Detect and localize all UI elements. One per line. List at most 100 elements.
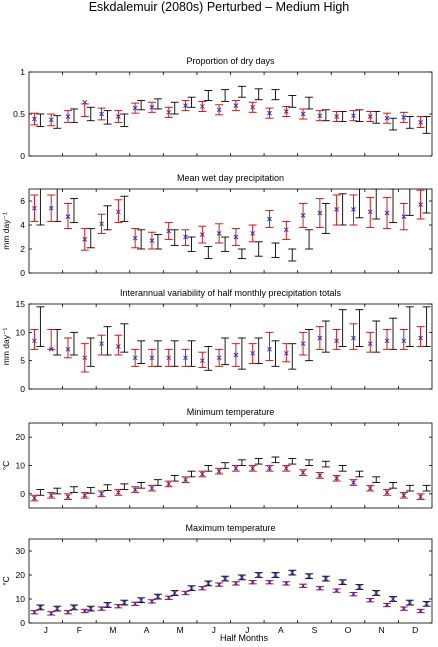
perturbed-point	[166, 109, 172, 115]
perturbed-point	[149, 485, 155, 491]
y-tick-label: 10	[16, 594, 26, 604]
perturbed-point	[367, 114, 373, 119]
observed-point	[323, 576, 329, 581]
y-tick-label: 0	[20, 384, 25, 394]
observed-point	[122, 600, 127, 605]
panel-3: Interannual variability of half monthly …	[1, 288, 433, 394]
perturbed-point	[334, 475, 339, 481]
observed-point	[306, 573, 312, 579]
perturbed-point	[300, 111, 306, 117]
y-tick-label: 20	[16, 432, 26, 442]
perturbed-point	[351, 113, 356, 119]
perturbed-point	[32, 609, 37, 615]
perturbed-point	[300, 213, 306, 218]
axes-box	[28, 303, 433, 390]
perturbed-point	[99, 111, 104, 117]
y-axis-label: mm day⁻¹	[1, 212, 11, 250]
perturbed-point	[99, 491, 104, 497]
panel-4: Minimum temperature 0 10 20 °C	[1, 407, 433, 509]
observed-point	[239, 575, 245, 580]
figure-title: Eskdalemuir (2080s) Perturbed – Medium H…	[89, 0, 350, 14]
axes-box	[28, 422, 433, 509]
perturbed-point	[267, 346, 272, 352]
y-tick-label: 5	[20, 356, 25, 366]
perturbed-point	[384, 210, 390, 216]
y-tick-label: 10	[16, 327, 26, 337]
month-label: J	[44, 625, 48, 635]
perturbed-point	[267, 110, 272, 116]
perturbed-point	[166, 595, 172, 601]
perturbed-point	[32, 205, 37, 211]
y-axis-label: °C	[1, 576, 11, 586]
perturbed-point	[183, 103, 188, 108]
observed-point	[289, 570, 295, 575]
perturbed-point	[334, 338, 339, 344]
perturbed-point	[334, 207, 339, 212]
marks	[30, 456, 431, 502]
perturbed-point	[401, 115, 407, 120]
perturbed-point	[250, 231, 256, 236]
perturbed-point	[317, 473, 323, 478]
observed-point	[424, 601, 429, 607]
perturbed-point	[99, 221, 104, 227]
marks	[30, 189, 431, 262]
observed-point	[222, 576, 228, 581]
panels: Proportion of dry days 0 0.5 1 Mean wet day …	[1, 56, 433, 635]
perturbed-point	[384, 338, 390, 344]
month-label: O	[345, 625, 352, 635]
marks	[30, 569, 431, 616]
perturbed-point	[132, 235, 138, 241]
perturbed-point	[401, 492, 407, 498]
perturbed-point	[48, 205, 54, 211]
perturbed-point	[199, 471, 205, 477]
perturbed-point	[384, 115, 390, 121]
perturbed-point	[149, 238, 155, 243]
panel-1: Proportion of dry days 0 0.5 1	[13, 56, 433, 161]
perturbed-point	[317, 585, 323, 591]
y-tick-label: 2	[20, 244, 25, 254]
perturbed-point	[82, 99, 88, 105]
perturbed-point	[65, 114, 71, 119]
perturbed-point	[82, 355, 88, 361]
perturbed-point	[401, 606, 407, 611]
perturbed-point	[48, 117, 54, 123]
perturbed-point	[283, 350, 289, 356]
perturbed-point	[250, 104, 256, 110]
perturbed-point	[418, 202, 423, 207]
y-tick-label: 6	[20, 196, 25, 206]
perturbed-point	[418, 494, 423, 500]
perturbed-point	[317, 210, 323, 216]
perturbed-point	[116, 114, 121, 119]
observed-point	[172, 590, 178, 596]
axes-box	[28, 71, 433, 157]
axes-box	[28, 188, 433, 274]
observed-point	[407, 600, 413, 605]
perturbed-point	[132, 601, 138, 607]
month-label: M	[109, 625, 116, 635]
y-tick-label: 10	[16, 461, 26, 471]
panel-title: Proportion of dry days	[186, 56, 275, 66]
perturbed-point	[132, 487, 138, 492]
perturbed-point	[116, 603, 121, 609]
perturbed-point	[199, 358, 205, 364]
perturbed-point	[401, 338, 407, 344]
perturbed-point	[233, 234, 239, 240]
perturbed-point	[132, 355, 138, 361]
observed-point	[205, 581, 211, 586]
month-label: N	[379, 625, 385, 635]
perturbed-point	[300, 470, 306, 475]
perturbed-point	[216, 582, 222, 587]
perturbed-point	[65, 346, 71, 352]
observed-point	[273, 572, 278, 578]
perturbed-point	[233, 103, 239, 108]
month-label: F	[77, 625, 82, 635]
perturbed-point	[233, 581, 239, 586]
perturbed-point	[418, 608, 423, 614]
perturbed-point	[149, 355, 155, 361]
y-tick-label: 0	[20, 618, 25, 628]
perturbed-point	[149, 599, 155, 604]
perturbed-point	[216, 231, 222, 236]
marks	[30, 306, 431, 373]
perturbed-point	[199, 104, 205, 109]
observed-point	[88, 606, 94, 611]
